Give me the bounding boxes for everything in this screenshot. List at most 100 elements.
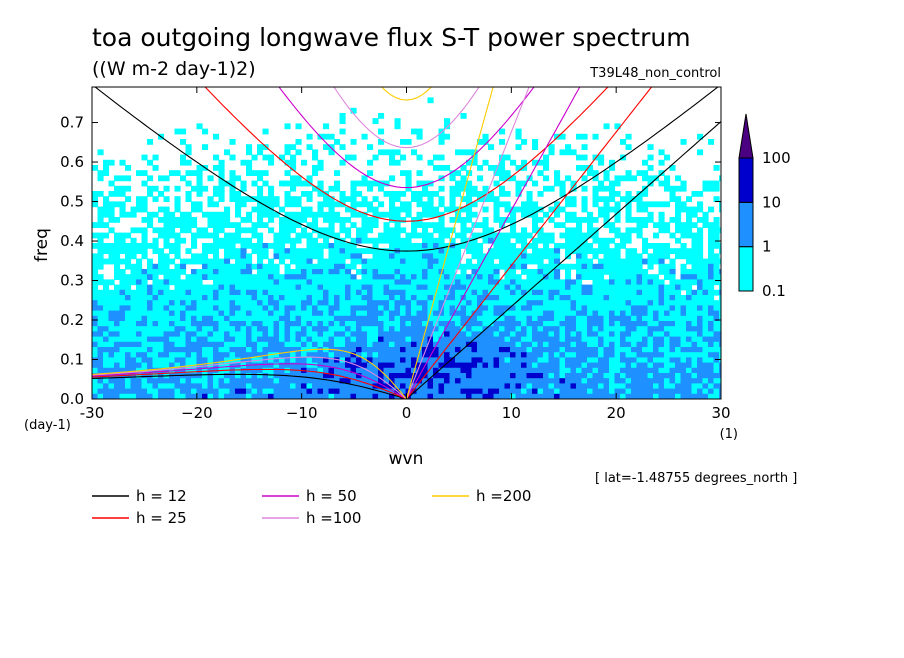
- heat-cell: [130, 279, 137, 286]
- heat-cell: [515, 165, 522, 171]
- heat-cell: [367, 237, 374, 244]
- heat-cell: [493, 248, 500, 254]
- heat-cell: [378, 180, 385, 187]
- heat-cell: [213, 222, 220, 228]
- heat-cell: [295, 341, 302, 348]
- heat-cell: [609, 258, 616, 265]
- heat-cell: [257, 279, 264, 286]
- heat-cell: [301, 227, 308, 234]
- heat-cell: [565, 237, 572, 244]
- heat-cell: [493, 310, 500, 317]
- heat-cell: [449, 373, 456, 379]
- heat-cell: [581, 201, 588, 208]
- heat-cell: [455, 373, 462, 379]
- heat-cell: [213, 165, 220, 171]
- heat-cell: [400, 284, 407, 291]
- heat-cell: [664, 243, 671, 249]
- heat-cell: [466, 211, 473, 218]
- heat-cell: [262, 331, 269, 338]
- heat-cell: [510, 269, 517, 275]
- heat-cell: [191, 341, 198, 348]
- heat-cell: [548, 393, 555, 399]
- heat-cell: [614, 388, 621, 395]
- heat-cell: [136, 383, 143, 390]
- heat-cell: [345, 383, 352, 390]
- heat-cell: [543, 399, 549, 405]
- heat-cell: [603, 284, 610, 291]
- heat-cell: [196, 341, 203, 348]
- heat-cell: [290, 341, 297, 348]
- heat-cell: [686, 279, 693, 286]
- heat-cell: [334, 289, 341, 296]
- heat-cell: [708, 258, 715, 265]
- heat-cell: [394, 217, 401, 223]
- heat-cell: [537, 289, 544, 296]
- heat-cell: [378, 310, 385, 317]
- heat-cell: [719, 388, 721, 395]
- heat-cell: [548, 347, 555, 353]
- heat-cell: [515, 206, 522, 213]
- heat-cell: [625, 175, 632, 182]
- heat-cell: [614, 378, 621, 384]
- heat-cell: [713, 269, 720, 275]
- heat-cell: [361, 133, 368, 140]
- rossby-wave-curve: [92, 356, 407, 399]
- heat-cell: [251, 170, 258, 176]
- heat-cell: [620, 341, 627, 348]
- heat-cell: [92, 388, 99, 395]
- heat-cell: [350, 211, 357, 218]
- gravity-wave-curve: [278, 87, 535, 189]
- heat-cell: [669, 310, 676, 317]
- heat-cell: [411, 373, 418, 379]
- heat-cell: [482, 331, 489, 338]
- heat-cell: [691, 373, 698, 379]
- heat-cell: [284, 170, 291, 176]
- heat-cell: [345, 305, 352, 312]
- heat-cell: [97, 347, 104, 353]
- heat-cell: [686, 253, 693, 260]
- heat-cell: [532, 139, 539, 145]
- heat-cell: [235, 269, 242, 275]
- heat-cell: [427, 263, 434, 270]
- heat-cell: [339, 367, 346, 374]
- heat-cell: [482, 300, 489, 306]
- heat-cell: [405, 201, 412, 208]
- heat-cell: [559, 279, 566, 286]
- heat-cell: [620, 175, 627, 182]
- heat-cell: [614, 341, 621, 348]
- heat-cell: [191, 367, 198, 374]
- heat-cell: [130, 289, 137, 296]
- heat-cell: [97, 175, 104, 182]
- heat-cell: [389, 373, 396, 379]
- heat-cell: [642, 191, 649, 197]
- heat-cell: [147, 336, 154, 343]
- heat-cell: [400, 347, 407, 353]
- heat-cell: [350, 201, 357, 208]
- heat-cell: [97, 258, 104, 265]
- heat-cell: [213, 388, 220, 395]
- heat-cell: [543, 357, 550, 364]
- heat-cell: [460, 165, 467, 171]
- heat-cell: [378, 248, 385, 254]
- heat-cell: [526, 341, 533, 348]
- heat-cell: [356, 295, 363, 301]
- heat-cell: [548, 373, 555, 379]
- heat-cell: [576, 331, 583, 338]
- heat-cell: [609, 165, 616, 171]
- heat-cell: [268, 326, 275, 332]
- heat-cell: [675, 393, 682, 399]
- heat-cell: [686, 300, 693, 306]
- heat-cell: [202, 393, 209, 399]
- heat-cell: [339, 378, 346, 384]
- heat-cell: [114, 352, 121, 358]
- heat-cell: [686, 211, 693, 218]
- heat-cell: [592, 326, 599, 332]
- heat-cell: [196, 383, 203, 390]
- heat-cell: [279, 253, 286, 260]
- heat-cell: [526, 206, 533, 213]
- heat-cell: [174, 279, 181, 286]
- heat-cell: [290, 227, 297, 234]
- heat-cell: [119, 232, 126, 239]
- heat-cell: [559, 326, 566, 332]
